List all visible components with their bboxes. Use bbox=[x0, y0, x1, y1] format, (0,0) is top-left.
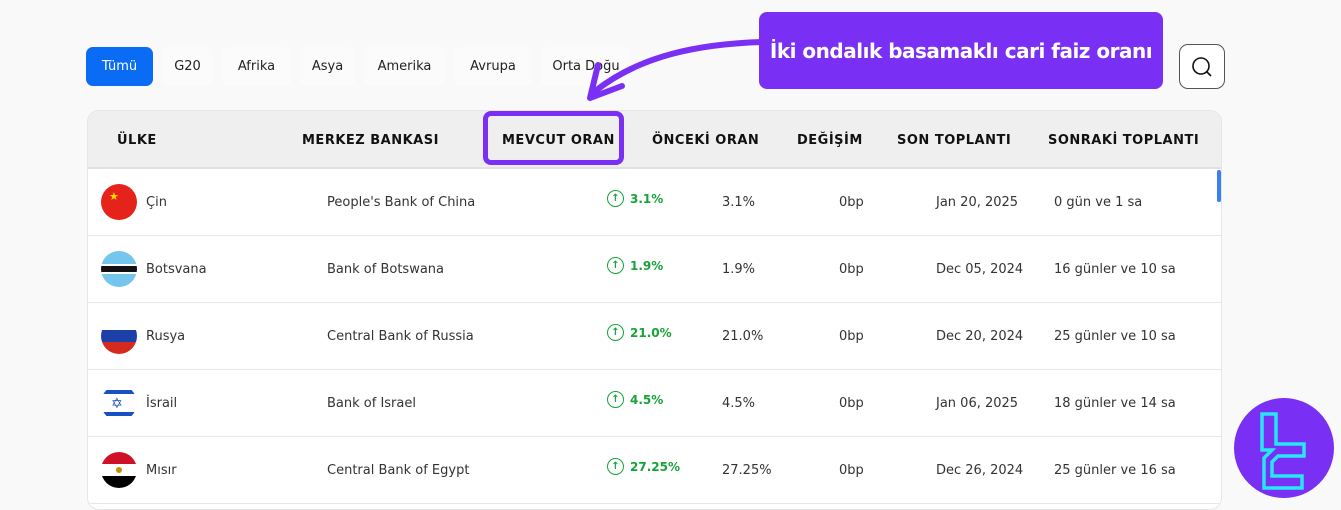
arrow-up-icon: ↑ bbox=[607, 391, 624, 408]
highlight-box bbox=[483, 111, 624, 165]
table-row[interactable]: ★ Çin People's Bank of China ↑ 3.1% 3.1% … bbox=[88, 169, 1221, 236]
next-meeting: 25 günler ve 16 sa bbox=[1054, 463, 1176, 478]
tab-africa[interactable]: Afrika bbox=[222, 47, 291, 86]
last-meeting: Jan 06, 2025 bbox=[936, 396, 1019, 411]
arrow-up-icon: ↑ bbox=[607, 458, 624, 475]
table-row[interactable]: Botsvana Bank of Botswana ↑ 1.9% 1.9% 0bp… bbox=[88, 236, 1221, 303]
annotation-callout: İki ondalık basamaklı cari faiz oranı bbox=[759, 12, 1163, 89]
scrollbar[interactable] bbox=[1217, 170, 1221, 202]
svg-text:✡: ✡ bbox=[111, 396, 123, 412]
current-rate: ↑ 4.5% bbox=[607, 366, 663, 433]
flag-israel-icon: ✡ bbox=[101, 385, 137, 421]
current-rate: ↑ 3.1% bbox=[607, 165, 663, 232]
header-change[interactable]: DEĞİŞİM bbox=[797, 132, 863, 148]
table-row[interactable]: Mısır Central Bank of Egypt ↑ 27.25% 27.2… bbox=[88, 437, 1221, 504]
central-bank-name: People's Bank of China bbox=[327, 195, 476, 210]
country-name: Botsvana bbox=[146, 262, 207, 277]
next-meeting: 18 günler ve 14 sa bbox=[1054, 396, 1176, 411]
flag-china-icon: ★ bbox=[101, 184, 137, 220]
current-rate: ↑ 1.9% bbox=[607, 232, 663, 299]
central-bank-name: Central Bank of Egypt bbox=[327, 463, 470, 478]
annotation-arrow-icon bbox=[587, 39, 765, 101]
last-meeting: Jan 20, 2025 bbox=[936, 195, 1019, 210]
country-name: Mısır bbox=[146, 463, 177, 478]
rate-change: 0bp bbox=[839, 396, 864, 411]
rate-change: 0bp bbox=[839, 463, 864, 478]
tab-all[interactable]: Tümü bbox=[86, 47, 153, 86]
central-bank-name: Central Bank of Russia bbox=[327, 329, 474, 344]
search-button[interactable] bbox=[1179, 44, 1225, 89]
interest-rates-table: ÜLKE MERKEZ BANKASI MEVCUT ORAN ÖNCEKİ O… bbox=[87, 110, 1222, 510]
arrow-up-icon: ↑ bbox=[607, 324, 624, 341]
previous-rate: 4.5% bbox=[722, 396, 756, 411]
next-meeting: 16 günler ve 10 sa bbox=[1054, 262, 1176, 277]
header-central-bank[interactable]: MERKEZ BANKASI bbox=[302, 132, 439, 148]
header-country[interactable]: ÜLKE bbox=[117, 132, 157, 148]
table-row[interactable]: ✡ İsrail Bank of Israel ↑ 4.5% 4.5% 0bp J… bbox=[88, 370, 1221, 437]
central-bank-name: Bank of Israel bbox=[327, 396, 416, 411]
rate-change: 0bp bbox=[839, 262, 864, 277]
current-rate-value: 1.9% bbox=[630, 258, 664, 273]
last-meeting: Dec 20, 2024 bbox=[936, 329, 1024, 344]
header-last-meeting[interactable]: SON TOPLANTI bbox=[897, 132, 1012, 148]
table-row[interactable]: Rusya Central Bank of Russia ↑ 21.0% 21.0… bbox=[88, 303, 1221, 370]
previous-rate: 21.0% bbox=[722, 329, 764, 344]
arrow-up-icon: ↑ bbox=[607, 190, 624, 207]
current-rate-value: 3.1% bbox=[630, 191, 664, 206]
previous-rate: 3.1% bbox=[722, 195, 756, 210]
tab-america[interactable]: Amerika bbox=[364, 47, 445, 86]
header-current-rate[interactable]: MEVCUT ORAN bbox=[502, 132, 615, 148]
rate-change: 0bp bbox=[839, 195, 864, 210]
arrow-up-icon: ↑ bbox=[607, 257, 624, 274]
central-bank-name: Bank of Botswana bbox=[327, 262, 444, 277]
current-rate: ↑ 27.25% bbox=[607, 433, 680, 500]
brand-logo bbox=[1234, 398, 1334, 498]
previous-rate: 27.25% bbox=[722, 463, 772, 478]
next-meeting: 25 günler ve 10 sa bbox=[1054, 329, 1176, 344]
table-header: ÜLKE MERKEZ BANKASI MEVCUT ORAN ÖNCEKİ O… bbox=[88, 111, 1221, 169]
svg-text:★: ★ bbox=[109, 190, 119, 203]
previous-rate: 1.9% bbox=[722, 262, 756, 277]
country-name: Rusya bbox=[146, 329, 186, 344]
country-name: İsrail bbox=[146, 396, 178, 411]
flag-russia-icon bbox=[101, 318, 137, 354]
last-meeting: Dec 26, 2024 bbox=[936, 463, 1024, 478]
header-previous-rate[interactable]: ÖNCEKİ ORAN bbox=[652, 132, 760, 148]
header-next-meeting[interactable]: SONRAKİ TOPLANTI bbox=[1048, 132, 1200, 148]
next-meeting: 0 gün ve 1 sa bbox=[1054, 195, 1143, 210]
flag-egypt-icon bbox=[101, 452, 137, 488]
rate-change: 0bp bbox=[839, 329, 864, 344]
last-meeting: Dec 05, 2024 bbox=[936, 262, 1024, 277]
search-icon bbox=[1192, 56, 1212, 77]
tab-g20[interactable]: G20 bbox=[162, 47, 213, 86]
current-rate: ↑ 21.0% bbox=[607, 299, 672, 366]
tab-asia[interactable]: Asya bbox=[300, 47, 355, 86]
current-rate-value: 4.5% bbox=[630, 392, 664, 407]
tab-europe[interactable]: Avrupa bbox=[454, 47, 532, 86]
flag-botswana-icon bbox=[101, 251, 137, 287]
country-name: Çin bbox=[146, 195, 167, 210]
current-rate-value: 27.25% bbox=[630, 459, 680, 474]
current-rate-value: 21.0% bbox=[630, 325, 672, 340]
